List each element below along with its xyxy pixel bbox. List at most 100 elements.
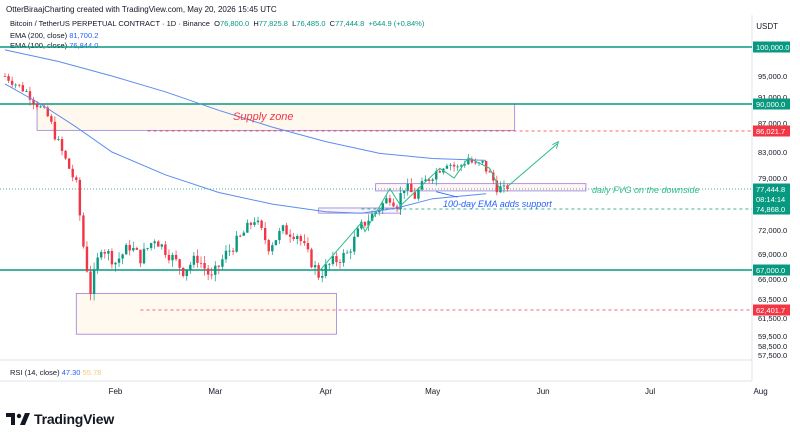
price-badge-bg-5	[753, 203, 790, 215]
symbol-legend[interactable]: Bitcoin / TetherUS PERPETUAL CONTRACT · …	[10, 19, 425, 28]
projection-arrow	[507, 143, 558, 187]
price-tick-14: 63,500.0	[758, 295, 787, 304]
candle-body	[435, 171, 438, 180]
supply-zone-box	[36, 103, 516, 131]
candle-body	[221, 259, 224, 267]
rsi-legend[interactable]: RSI (14, close) 47.30 55.78	[10, 368, 102, 377]
candle-body	[182, 267, 185, 277]
price-tick-16: 61,500.0	[758, 314, 787, 323]
candle-body	[192, 255, 196, 265]
ema200-legend[interactable]: EMA (200, close) 81,700.2	[10, 31, 99, 40]
ema100-line	[4, 83, 487, 214]
candle-body	[139, 249, 142, 264]
candle-body	[256, 220, 260, 223]
price-tick-2: 91,000.0	[758, 93, 787, 102]
candle-body	[239, 235, 242, 237]
candle-body	[235, 235, 238, 252]
candle-body	[203, 263, 206, 269]
candle-body	[299, 235, 303, 242]
candle-body	[449, 164, 452, 166]
candle-body	[206, 268, 210, 275]
candle-body	[135, 247, 139, 250]
candle-body	[381, 203, 384, 211]
candle-body	[342, 252, 345, 263]
candle-body	[367, 220, 370, 226]
candle-body	[128, 244, 131, 251]
candle-body	[82, 215, 85, 247]
price-tick-7: 79,000.0	[758, 174, 787, 183]
candle-body	[43, 106, 46, 108]
candle-body	[167, 255, 171, 261]
price-badge-bg-2	[753, 125, 790, 137]
candle-body	[278, 230, 281, 241]
price-badge-5: 74,868.0	[756, 205, 785, 214]
tradingview-logo-icon	[6, 413, 30, 425]
candle-body	[345, 252, 349, 254]
candle-body	[260, 220, 263, 228]
candle-body	[370, 214, 374, 221]
price-tick-4: 87,000.0	[758, 119, 787, 128]
candle-body	[335, 256, 338, 263]
candle-body	[100, 252, 103, 258]
candle-body	[210, 274, 213, 276]
demand-zone-box	[75, 292, 337, 335]
candle-body	[132, 247, 135, 251]
price-badge-bg-7	[753, 304, 790, 316]
price-badge-1: 90,000.0	[756, 100, 785, 109]
candle-body	[246, 222, 249, 233]
currency-label: USDT	[756, 22, 778, 31]
candle-body	[199, 262, 203, 264]
candle-body	[331, 256, 335, 264]
price-tick-11: 69,000.0	[758, 250, 787, 259]
candle-body	[85, 246, 89, 272]
candle-body	[28, 91, 32, 100]
price-tick-6: 83,000.0	[758, 148, 787, 157]
open-value: 76,800.0	[219, 19, 250, 28]
candle-body	[363, 221, 367, 226]
price-tick-18: 58,500.0	[758, 342, 787, 351]
price-badge-7: 62,401.7	[756, 306, 785, 315]
price-badge-bg-4	[753, 193, 790, 205]
candle-body	[171, 254, 174, 261]
candle-body	[53, 121, 57, 140]
candle-body	[459, 165, 463, 167]
candle-body	[456, 166, 459, 168]
candle-body	[157, 241, 160, 247]
price-tick-19: 57,500.0	[758, 351, 787, 360]
time-tick-apr: Apr	[320, 387, 333, 396]
ema100-legend[interactable]: EMA (100, close) 76,844.0	[10, 41, 99, 50]
candle-body	[242, 232, 245, 236]
candle-body	[114, 262, 117, 265]
candle-body	[417, 189, 420, 199]
candle-body	[353, 236, 356, 252]
candle-body	[253, 222, 256, 225]
candle-body	[228, 250, 231, 252]
tradingview-logo[interactable]: TradingView	[6, 411, 114, 427]
candle-body	[320, 276, 324, 278]
candle-body	[303, 241, 306, 244]
candle-body	[142, 248, 146, 264]
ema200-line	[4, 49, 487, 161]
price-badge-bg-1	[753, 98, 790, 110]
price-badge-4: 08:14:14	[756, 195, 785, 204]
price-tick-13: 66,000.0	[758, 275, 787, 284]
chart-caption: OtterBiraajCharting created with Trading…	[6, 5, 277, 14]
candle-body	[89, 271, 92, 294]
candle-body	[263, 227, 267, 241]
candle-body	[402, 190, 406, 194]
fvg-label: daily FVG on the downside	[592, 185, 700, 195]
candle-body	[71, 168, 74, 178]
candle-body	[174, 254, 178, 260]
candle-body	[3, 76, 7, 77]
time-tick-jul: Jul	[645, 387, 655, 396]
candle-body	[196, 255, 199, 263]
price-tick-10: 72,000.0	[758, 226, 787, 235]
price-badge-bg-6	[753, 264, 790, 276]
candle-body	[35, 103, 39, 108]
price-badge-6: 67,000.0	[756, 266, 785, 275]
candle-body	[146, 248, 149, 249]
price-badge-bg-3	[753, 183, 790, 195]
change-value: +644.9 (+0.84%)	[368, 19, 425, 28]
